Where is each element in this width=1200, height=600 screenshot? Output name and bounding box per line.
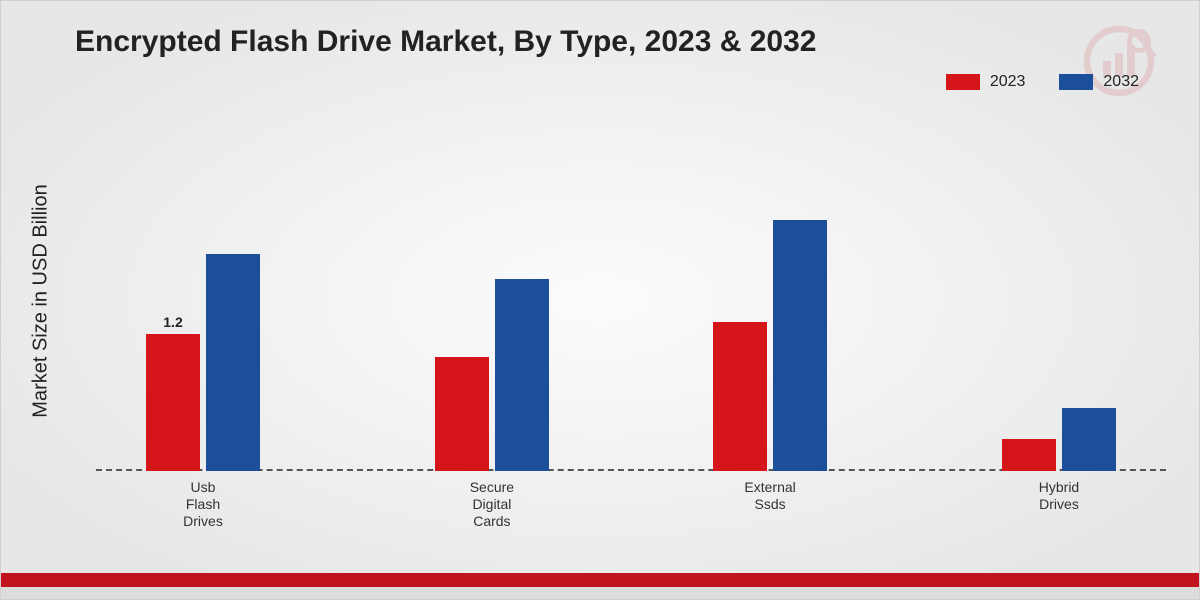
bar: 1.2 [146, 334, 200, 471]
x-axis-labels: UsbFlashDrives SecureDigitalCards External… [96, 479, 1166, 539]
chart-page: Encrypted Flash Drive Market, By Type, 2… [0, 0, 1200, 600]
legend-label: 2023 [990, 73, 1026, 91]
legend-swatch [1059, 74, 1093, 90]
bar [435, 357, 489, 471]
bar-value-label: 1.2 [146, 314, 200, 330]
bar [1002, 439, 1056, 471]
bar [773, 220, 827, 471]
bar [206, 254, 260, 471]
legend-item: 2032 [1059, 73, 1139, 91]
bar [1062, 408, 1116, 471]
x-axis-label: ExternalSsds [710, 479, 830, 513]
bar [495, 279, 549, 471]
legend-swatch [946, 74, 980, 90]
bar [713, 322, 767, 471]
legend-item: 2023 [946, 73, 1026, 91]
plot-area: 1.2 [96, 151, 1166, 471]
x-axis-label: SecureDigitalCards [432, 479, 552, 529]
legend: 2023 2032 [946, 73, 1139, 91]
legend-label: 2032 [1103, 73, 1139, 91]
x-axis-label: HybridDrives [999, 479, 1119, 513]
footer-gray-bar [1, 587, 1199, 599]
x-axis-label: UsbFlashDrives [143, 479, 263, 529]
chart-title: Encrypted Flash Drive Market, By Type, 2… [75, 25, 816, 59]
y-axis-label: Market Size in USD Billion [30, 184, 53, 417]
footer-red-bar [1, 573, 1199, 587]
